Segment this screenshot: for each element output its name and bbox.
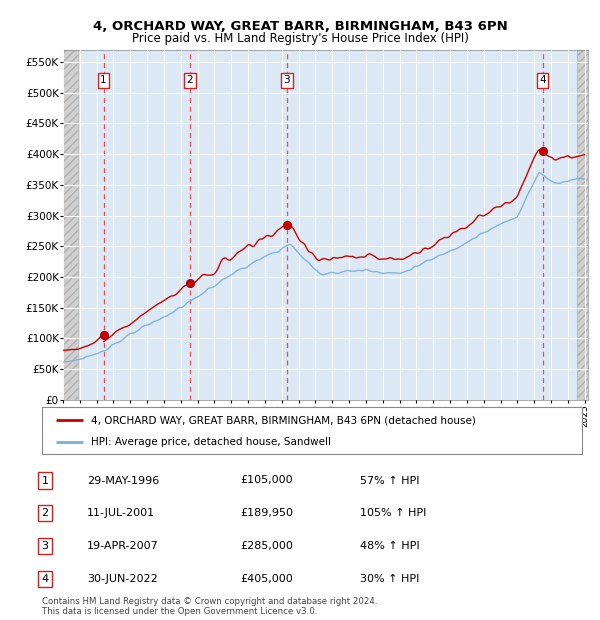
Text: 3: 3 xyxy=(41,541,49,551)
Text: 1: 1 xyxy=(41,476,49,485)
Text: 19-APR-2007: 19-APR-2007 xyxy=(87,541,159,551)
Bar xyxy=(63,50,79,400)
Text: £105,000: £105,000 xyxy=(240,476,293,485)
Text: 4, ORCHARD WAY, GREAT BARR, BIRMINGHAM, B43 6PN: 4, ORCHARD WAY, GREAT BARR, BIRMINGHAM, … xyxy=(92,20,508,32)
Text: 2: 2 xyxy=(41,508,49,518)
Text: 3: 3 xyxy=(283,75,290,86)
Text: 30% ↑ HPI: 30% ↑ HPI xyxy=(360,574,419,584)
Text: Price paid vs. HM Land Registry's House Price Index (HPI): Price paid vs. HM Land Registry's House … xyxy=(131,32,469,45)
Bar xyxy=(577,50,588,400)
Bar xyxy=(63,50,79,400)
Text: 57% ↑ HPI: 57% ↑ HPI xyxy=(360,476,419,485)
Text: 48% ↑ HPI: 48% ↑ HPI xyxy=(360,541,419,551)
Text: Contains HM Land Registry data © Crown copyright and database right 2024.
This d: Contains HM Land Registry data © Crown c… xyxy=(42,596,377,616)
Text: 1: 1 xyxy=(100,75,107,86)
Text: 4: 4 xyxy=(539,75,546,86)
Text: 4, ORCHARD WAY, GREAT BARR, BIRMINGHAM, B43 6PN (detached house): 4, ORCHARD WAY, GREAT BARR, BIRMINGHAM, … xyxy=(91,415,475,425)
Text: 30-JUN-2022: 30-JUN-2022 xyxy=(87,574,158,584)
Text: 11-JUL-2001: 11-JUL-2001 xyxy=(87,508,155,518)
Text: 4: 4 xyxy=(41,574,49,584)
Bar xyxy=(577,50,588,400)
Text: £285,000: £285,000 xyxy=(240,541,293,551)
Text: 29-MAY-1996: 29-MAY-1996 xyxy=(87,476,159,485)
Text: 105% ↑ HPI: 105% ↑ HPI xyxy=(360,508,427,518)
Text: 2: 2 xyxy=(187,75,193,86)
Text: £405,000: £405,000 xyxy=(240,574,293,584)
Text: HPI: Average price, detached house, Sandwell: HPI: Average price, detached house, Sand… xyxy=(91,437,331,447)
Text: £189,950: £189,950 xyxy=(240,508,293,518)
